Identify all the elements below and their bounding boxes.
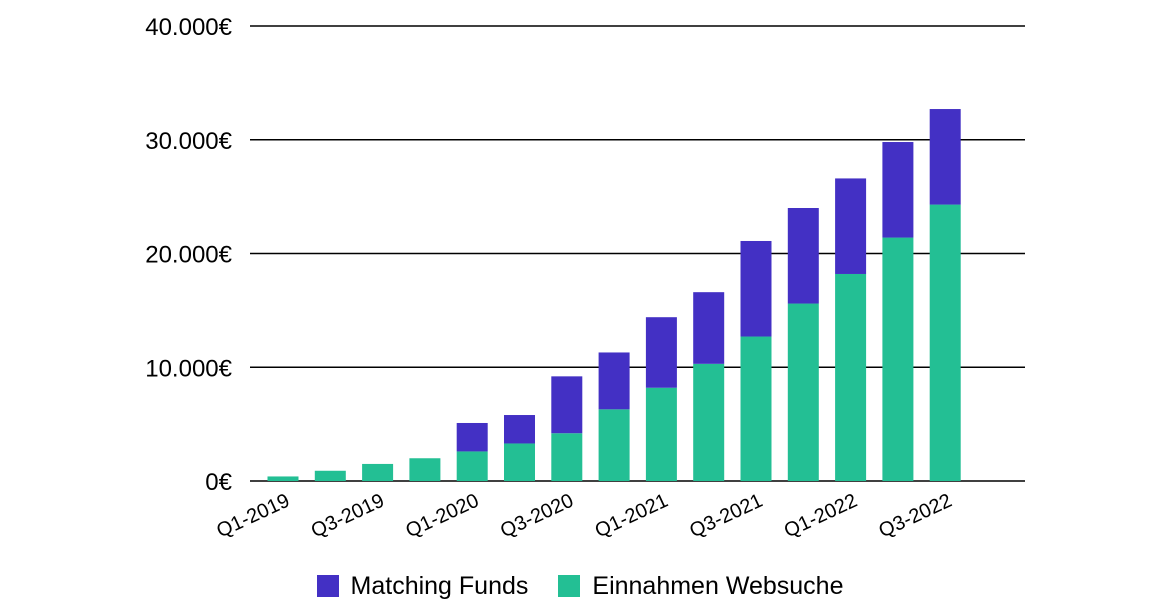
bar-einnahmen-websuche [740,336,772,481]
bar-einnahmen-websuche [882,237,914,481]
bar-matching-funds [882,142,914,238]
bar-einnahmen-websuche [314,470,346,481]
legend-swatch-einnahmen-websuche [558,575,581,597]
x-tick-label: Q3-2019 [308,490,388,543]
x-tick-label: Q3-2022 [875,490,955,543]
bar-einnahmen-websuche [409,458,441,481]
bar-matching-funds [598,352,630,410]
y-tick-label: 0€ [205,469,232,496]
bar-matching-funds [693,292,725,364]
bar-matching-funds [504,415,535,444]
bar-matching-funds [645,317,677,388]
legend-label-einnahmen-websuche: Einnahmen Websuche [592,571,844,600]
legend-swatch-matching-funds [316,575,339,597]
bar-einnahmen-websuche [693,363,725,481]
bar-matching-funds [456,422,488,452]
bar-einnahmen-websuche [456,451,488,481]
stacked-bar-chart: 0€ 10.000€ 20.000€ 30.000€ 40.000€ Q1-2019 Q3-… [145,14,1025,543]
bar-matching-funds [551,376,583,434]
y-tick-label: 40.000€ [145,14,232,41]
bar-matching-funds [787,208,819,304]
bar-einnahmen-websuche [362,463,394,481]
legend: Matching Funds Einnahmen Websuche [0,566,1160,606]
bar-matching-funds [740,240,772,337]
bar-einnahmen-websuche [551,433,583,481]
x-tick-label: Q1-2021 [592,490,672,543]
y-tick-label: 20.000€ [145,242,232,269]
x-tick-label: Q1-2020 [402,490,482,543]
x-tick-label: Q3-2021 [686,490,766,543]
x-tick-label: Q3-2020 [497,490,577,543]
x-tick-label: Q1-2019 [213,490,293,543]
bar-matching-funds [835,178,867,274]
legend-item-matching-funds: Matching Funds [316,571,529,601]
bar-einnahmen-websuche [835,273,867,481]
bar-einnahmen-websuche [787,303,819,481]
bar-einnahmen-websuche [267,476,299,481]
bar-einnahmen-websuche [929,204,961,481]
y-tick-label: 30.000€ [145,128,232,155]
x-tick-label: Q1-2022 [781,490,861,543]
y-tick-label: 10.000€ [145,355,232,382]
bar-matching-funds [929,109,961,205]
bar-einnahmen-websuche [645,387,677,481]
legend-label-matching-funds: Matching Funds [350,571,529,600]
bar-einnahmen-websuche [598,409,630,481]
legend-item-einnahmen-websuche: Einnahmen Websuche [558,572,843,601]
bar-einnahmen-websuche [504,443,535,481]
